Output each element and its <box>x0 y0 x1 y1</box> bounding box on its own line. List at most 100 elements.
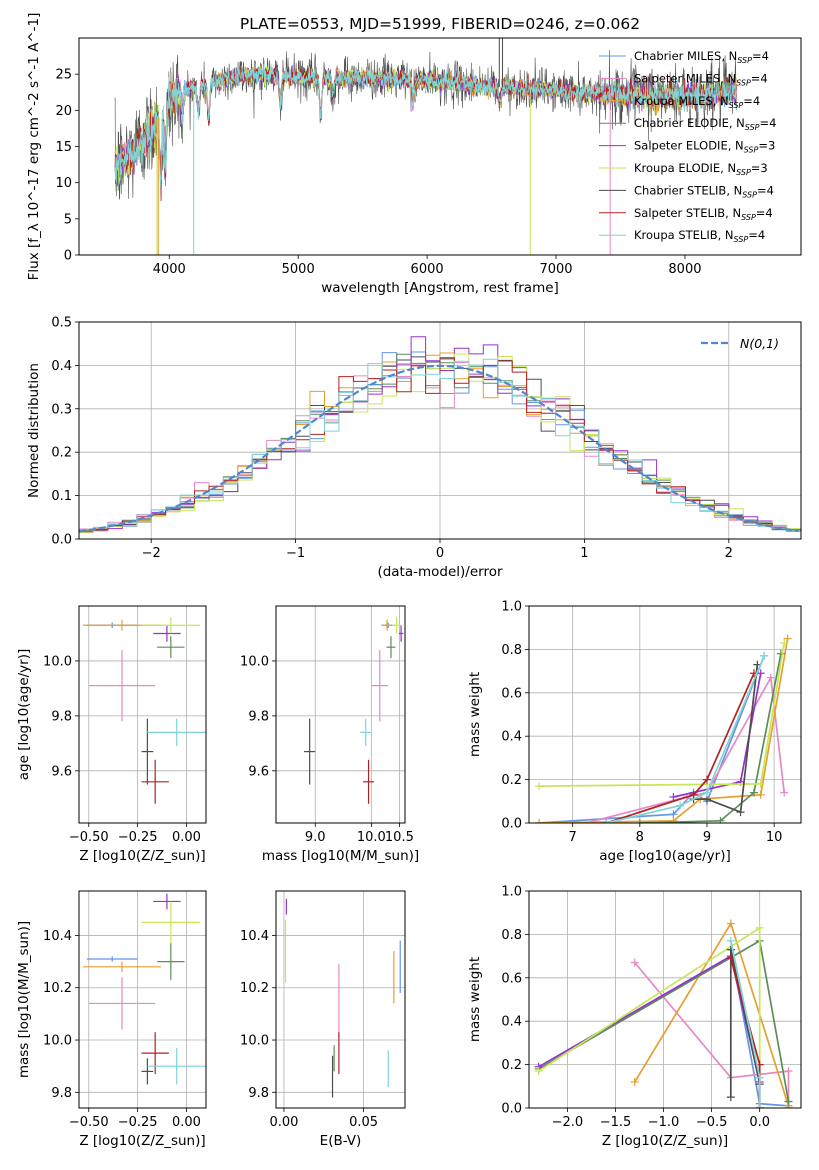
residuals-ytick-label: 0.0 <box>51 533 72 548</box>
massweight_vs_age-marker <box>736 808 745 817</box>
massweight_vs_Z-xlabel: Z [log10(Z/Z_sun)] <box>602 1133 728 1149</box>
massweight_vs_age-ytick-label: 0.6 <box>501 686 522 701</box>
spectrum-xtick-label: 8000 <box>668 262 701 277</box>
massweight_vs_Z-xtick-label: 0.0 <box>749 1115 770 1130</box>
spectrum-xtick-label: 6000 <box>411 262 444 277</box>
spectrum-xtick-label: 7000 <box>539 262 572 277</box>
age_vs_mass-ytick-label: 9.6 <box>248 764 269 779</box>
mass_vs_ebv-xtick-label: 0.05 <box>349 1115 378 1130</box>
mass_vs_Z-xtick-label: −0.25 <box>118 1115 158 1130</box>
age_vs_Z-ylabel: age [log10(age/yr)] <box>16 649 32 781</box>
massweight_vs_Z-marker <box>784 1067 793 1076</box>
spectrum-ytick-label: 10 <box>55 176 72 191</box>
massweight_vs_age-frame <box>528 605 802 824</box>
massweight_vs_age-marker <box>635 819 644 823</box>
massweight_vs_Z-xtick-label: −0.5 <box>696 1115 728 1130</box>
residuals-ytick-label: 0.5 <box>51 316 72 331</box>
spectrum-axes: 4000 5000 6000 7000 8000 0 5 10 15 20 25 wavelength… <box>26 13 802 296</box>
mass_vs_ebv-ytick-label: 9.8 <box>248 1086 269 1101</box>
legend-label-6: Chabrier STELIB, NSSP=4 <box>634 183 774 199</box>
age_vs_Z-xtick-label: −0.25 <box>118 830 158 845</box>
massweight_vs_Z-marker <box>755 923 764 932</box>
legend-normal-label: N(0,1) <box>740 336 779 351</box>
massweight_vs_age-plot-area <box>535 634 792 823</box>
massweight_vs_age-marker <box>783 634 792 643</box>
massweight_vs_age-marker <box>760 651 769 660</box>
massweight_vs_Z-plot-area <box>534 919 793 1108</box>
massweight_vs_Z-marker <box>726 919 735 928</box>
massweight_vs_age-xtick-label: 7 <box>569 830 577 845</box>
massweight_vs_Z-xtick-label: −1.0 <box>648 1115 680 1130</box>
age_vs_mass-frame <box>275 605 406 824</box>
legend-label-7: Salpeter STELIB, NSSP=4 <box>634 206 773 222</box>
spectrum-ytick-label: 20 <box>55 104 72 119</box>
residual-hist-8 <box>79 358 801 539</box>
figure-title: PLATE=0553, MJD=51999, FIBERID=0246, z=0… <box>240 15 640 33</box>
mass_vs_Z-ytick-label: 10.0 <box>43 1034 72 1049</box>
massweight_vs_Z-xtick-label: −1.5 <box>600 1115 632 1130</box>
massweight_vs_age-ytick-label: 0.0 <box>501 817 522 832</box>
massweight_vs_age-marker <box>669 792 678 801</box>
residuals-plot-area <box>79 336 801 539</box>
massweight_vs_age-marker <box>702 775 711 784</box>
massweight_vs_age-marker <box>669 816 678 823</box>
residuals-xtick-label: −2 <box>142 546 161 561</box>
massweight_vs_Z-ylabel: mass weight <box>467 957 483 1042</box>
massweight_vs_Z-marker <box>534 1067 543 1076</box>
residuals-xtick-label: 2 <box>725 546 733 561</box>
age_vs_Z-xlabel: Z [log10(Z/Z_sun)] <box>79 848 205 864</box>
massweight_vs_Z-marker <box>630 958 639 967</box>
massweight_vs_Z-ytick-label: 0.6 <box>501 971 522 986</box>
spectrum-xtick-label: 4000 <box>153 262 186 277</box>
massweight_vs_age-marker <box>716 816 725 823</box>
mass_vs_Z-ytick-label: 9.8 <box>51 1086 72 1101</box>
legend-label-3: Chabrier ELODIE, NSSP=4 <box>634 116 776 132</box>
massweight_vs_age-xlabel: age [log10(age/yr)] <box>599 848 731 864</box>
massweight_vs_age-series-6 <box>693 664 759 814</box>
massweight_vs_age-marker <box>776 649 785 658</box>
massweight_vs_Z-marker <box>726 1093 735 1102</box>
massweight_vs_age-marker <box>756 669 765 678</box>
massweight_vs_Z-ytick-label: 0.8 <box>501 928 522 943</box>
mass_vs_ebv-xlabel: E(B-V) <box>320 1133 362 1149</box>
age_vs_mass-ytick-label: 10.0 <box>240 654 269 669</box>
massweight_vs_age-marker <box>756 790 765 799</box>
legend-label-1: Salpeter MILES, NSSP=4 <box>634 71 768 87</box>
massweight_vs_age-marker <box>676 801 685 810</box>
legend-label-0: Chabrier MILES, NSSP=4 <box>634 49 769 65</box>
massweight_vs_Z-marker <box>755 1104 764 1108</box>
mass_vs_Z-xlabel: Z [log10(Z/Z_sun)] <box>79 1133 205 1149</box>
legend-label-8: Kroupa STELIB, NSSP=4 <box>634 228 765 244</box>
age_vs_Z-ytick-label: 9.6 <box>51 764 72 779</box>
residuals-ytick-label: 0.2 <box>51 446 72 461</box>
age_vs_Z-plot-area <box>82 616 206 804</box>
residuals-axes: −2 −1 0 1 2 0.0 0.1 0.2 0.3 0.4 0.5 (data-model)/er… <box>26 316 802 580</box>
normal-curve <box>79 364 799 533</box>
massweight_vs_age-ytick-label: 1.0 <box>501 600 522 615</box>
residuals-xtick-label: 1 <box>580 546 588 561</box>
mass_vs_ebv-ytick-label: 10.4 <box>240 929 269 944</box>
massweight_vs_age-series-8 <box>606 655 765 823</box>
massweight_vs_age-marker <box>780 788 789 797</box>
massweight_vs_Z-marker <box>630 1077 639 1086</box>
massweight_vs_age-ylabel: mass weight <box>467 672 483 757</box>
age_vs_mass-xtick-label: 10.0 <box>357 830 386 845</box>
massweight_vs_age-series-3 <box>639 653 782 823</box>
residuals-xlabel: (data-model)/error <box>377 564 503 580</box>
mass_vs_ebv-ytick-label: 10.2 <box>240 981 269 996</box>
spectrum-ytick-label: 25 <box>55 68 72 83</box>
massweight_vs_age-xtick-label: 9 <box>703 830 711 845</box>
residuals-xtick-label: 0 <box>436 546 444 561</box>
massweight_vs_Z-ytick-label: 0.4 <box>501 1015 522 1030</box>
massweight_vs_age-ytick-label: 0.8 <box>501 643 522 658</box>
massweight_vs_age-marker <box>702 788 711 797</box>
legend-label-4: Salpeter ELODIE, NSSP=3 <box>634 139 775 155</box>
legend-label-2: Kroupa MILES, NSSP=4 <box>634 94 760 110</box>
spectrum-xlabel: wavelength [Angstrom, rest frame] <box>321 280 559 296</box>
age_vs_Z-axes: −0.50 −0.25 0.00 9.6 9.8 10.0 Z [log10(Z/Z_sun… <box>16 605 207 864</box>
spectrum-xtick-label: 5000 <box>282 262 315 277</box>
massweight_vs_age-ytick-label: 0.2 <box>501 773 522 788</box>
residuals-ytick-label: 0.1 <box>51 489 72 504</box>
massweight_vs_age-marker <box>780 638 789 647</box>
